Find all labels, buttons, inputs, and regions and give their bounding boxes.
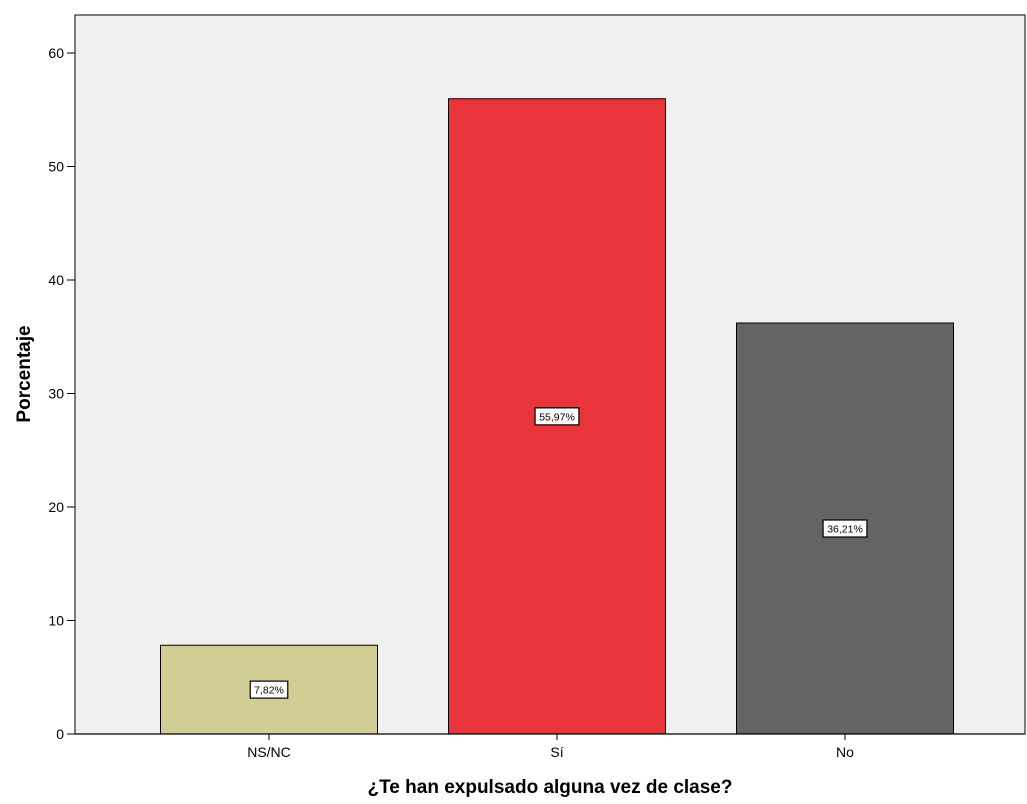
x-tick-label: NS/NC xyxy=(247,744,291,760)
x-tick-label: No xyxy=(836,744,854,760)
data-label-box xyxy=(249,680,289,699)
data-label-box xyxy=(534,407,580,426)
x-tick-label: Sí xyxy=(550,744,563,760)
y-axis-title: Porcentaje xyxy=(14,325,35,422)
data-label: 36,21% xyxy=(827,524,863,536)
y-tick-label: 60 xyxy=(48,45,64,61)
y-tick-label: 10 xyxy=(48,613,64,629)
x-axis: NS/NC Sí No xyxy=(75,733,1025,760)
y-tick-label: 50 xyxy=(48,159,64,175)
data-label: 7,82% xyxy=(254,685,284,697)
data-label-box xyxy=(822,519,868,538)
y-tick-label: 30 xyxy=(48,386,64,402)
y-tick-label: 20 xyxy=(48,499,64,515)
x-axis-title: ¿Te han expulsado alguna vez de clase? xyxy=(368,777,733,798)
data-labels-layer: 7,82% 55,97% 36,21% xyxy=(249,407,868,699)
y-tick-label: 40 xyxy=(48,272,64,288)
data-label: 55,97% xyxy=(539,411,575,423)
y-tick-label: 0 xyxy=(56,726,64,742)
y-axis: 0 10 20 30 40 50 60 xyxy=(48,45,75,742)
